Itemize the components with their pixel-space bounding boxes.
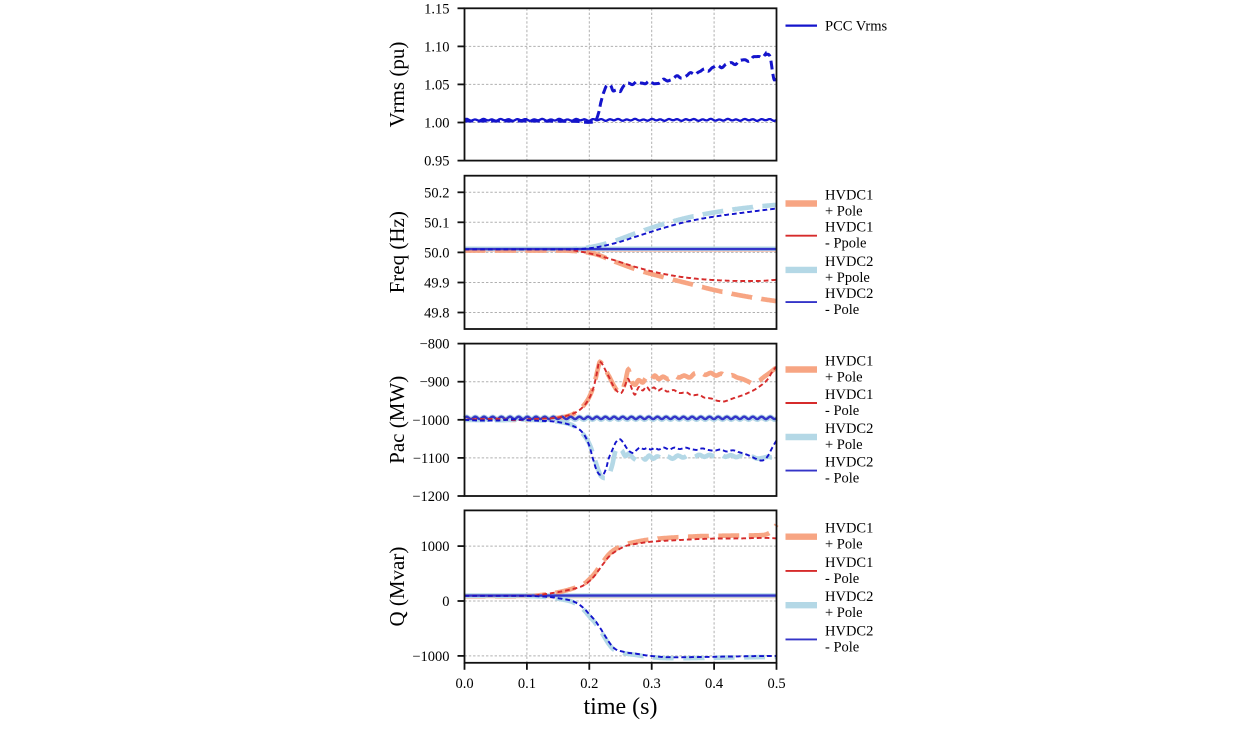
svg-text:- Pole: - Pole bbox=[825, 471, 859, 487]
svg-text:0.3: 0.3 bbox=[643, 676, 661, 692]
svg-text:+ Pole: + Pole bbox=[825, 605, 863, 621]
svg-text:1.05: 1.05 bbox=[424, 77, 449, 93]
svg-text:0.2: 0.2 bbox=[580, 676, 598, 692]
svg-text:50.0: 50.0 bbox=[424, 245, 449, 261]
svg-text:−1100: −1100 bbox=[413, 451, 450, 467]
svg-text:+ Pole: + Pole bbox=[825, 537, 863, 553]
svg-text:50.1: 50.1 bbox=[424, 215, 449, 231]
svg-text:−800: −800 bbox=[420, 337, 450, 353]
svg-text:HVDC1: HVDC1 bbox=[825, 220, 873, 236]
svg-text:HVDC1: HVDC1 bbox=[825, 354, 873, 370]
svg-text:PCC Vrms: PCC Vrms bbox=[825, 19, 887, 35]
svg-text:+ Ppole: + Ppole bbox=[825, 270, 870, 286]
svg-text:0.95: 0.95 bbox=[424, 154, 449, 170]
svg-text:0.4: 0.4 bbox=[705, 676, 724, 692]
svg-text:HVDC2: HVDC2 bbox=[825, 421, 873, 437]
svg-text:HVDC2: HVDC2 bbox=[825, 254, 873, 270]
svg-text:Pac (MW): Pac (MW) bbox=[385, 376, 409, 464]
svg-text:0: 0 bbox=[442, 594, 449, 610]
svg-text:49.8: 49.8 bbox=[424, 306, 449, 322]
svg-text:49.9: 49.9 bbox=[424, 276, 449, 292]
svg-text:1.15: 1.15 bbox=[424, 1, 449, 17]
svg-text:- Pole: - Pole bbox=[825, 403, 859, 419]
svg-text:−900: −900 bbox=[420, 375, 450, 391]
svg-text:- Pole: - Pole bbox=[825, 302, 859, 318]
svg-text:Freq (Hz): Freq (Hz) bbox=[385, 211, 409, 293]
svg-text:- Pole: - Pole bbox=[825, 639, 859, 655]
svg-text:HVDC1: HVDC1 bbox=[825, 188, 873, 204]
svg-text:−1000: −1000 bbox=[412, 649, 449, 665]
svg-text:−1000: −1000 bbox=[412, 413, 449, 429]
svg-text:1.00: 1.00 bbox=[424, 116, 449, 132]
svg-text:HVDC1: HVDC1 bbox=[825, 555, 873, 571]
svg-text:1000: 1000 bbox=[421, 539, 450, 555]
svg-text:0.5: 0.5 bbox=[767, 676, 785, 692]
svg-text:HVDC2: HVDC2 bbox=[825, 623, 873, 639]
svg-text:Q (Mvar): Q (Mvar) bbox=[385, 547, 409, 627]
svg-text:HVDC2: HVDC2 bbox=[825, 286, 873, 302]
svg-text:time (s): time (s) bbox=[584, 694, 658, 720]
svg-text:- Pole: - Pole bbox=[825, 571, 859, 587]
svg-text:50.2: 50.2 bbox=[424, 185, 449, 201]
svg-text:+ Pole: + Pole bbox=[825, 370, 863, 386]
svg-text:0.0: 0.0 bbox=[455, 676, 473, 692]
svg-text:HVDC2: HVDC2 bbox=[825, 589, 873, 605]
svg-text:HVDC1: HVDC1 bbox=[825, 387, 873, 403]
svg-text:+ Pole: + Pole bbox=[825, 204, 863, 220]
svg-text:HVDC2: HVDC2 bbox=[825, 455, 873, 471]
svg-text:+ Pole: + Pole bbox=[825, 437, 863, 453]
svg-text:−1200: −1200 bbox=[412, 489, 449, 505]
svg-text:1.10: 1.10 bbox=[424, 39, 449, 55]
svg-text:HVDC1: HVDC1 bbox=[825, 521, 873, 537]
svg-text:- Ppole: - Ppole bbox=[825, 236, 866, 252]
svg-text:Vrms (pu): Vrms (pu) bbox=[385, 42, 409, 128]
svg-text:0.1: 0.1 bbox=[518, 676, 536, 692]
